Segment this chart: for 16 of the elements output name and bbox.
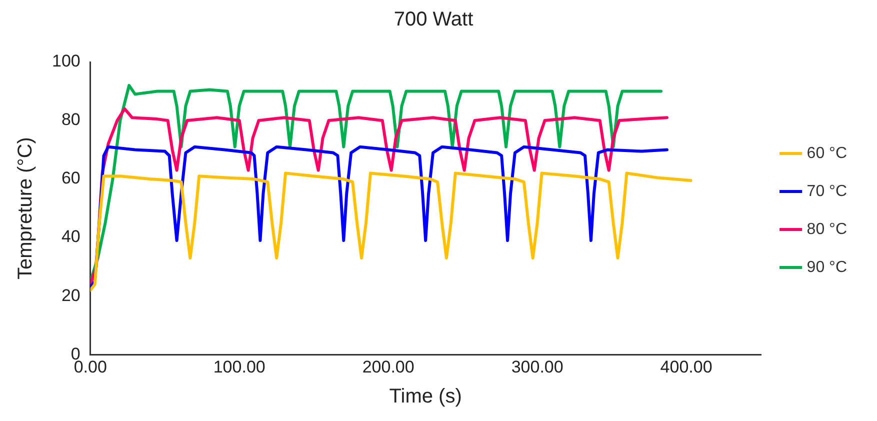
x-tick-label: 200.00 [362, 357, 414, 376]
x-tick-label: 100.00 [213, 357, 266, 376]
legend-label: 60 °C [806, 144, 848, 162]
chart-title: 700 Watt [394, 8, 474, 31]
y-tick-label: 80 [61, 110, 80, 130]
y-axis-title: Tempreture (°C) [14, 137, 37, 280]
x-tick-label: 300.00 [511, 357, 564, 376]
x-axis-title: Time (s) [389, 386, 462, 408]
legend-label: 70 °C [806, 182, 848, 200]
x-tick-label: 400.00 [660, 357, 712, 376]
y-tick-label: 100 [52, 52, 80, 71]
y-tick-label: 20 [61, 286, 80, 305]
y-tick-label: 60 [61, 168, 80, 188]
legend-label: 80 °C [806, 220, 848, 238]
legend-label: 90 °C [806, 258, 848, 276]
y-tick-label: 40 [61, 227, 80, 246]
